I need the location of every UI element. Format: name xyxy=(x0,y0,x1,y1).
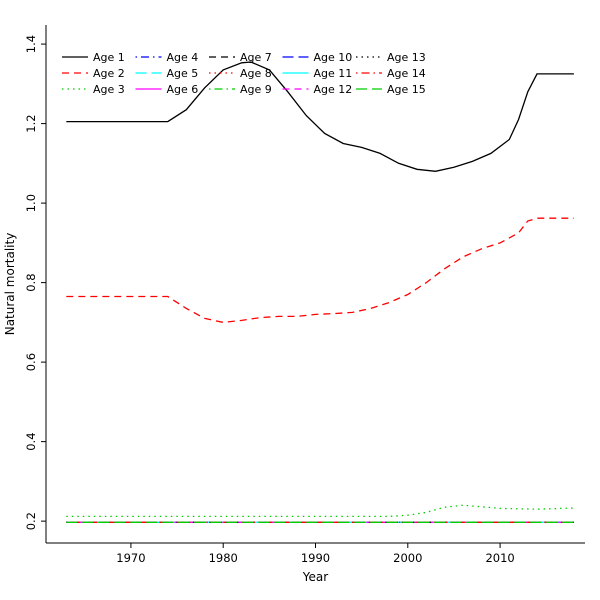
legend-label: Age 11 xyxy=(314,67,353,80)
legend-label: Age 7 xyxy=(240,51,272,64)
series-line-age-1 xyxy=(66,61,574,172)
legend-label: Age 6 xyxy=(167,83,199,96)
legend-label: Age 2 xyxy=(93,67,125,80)
x-tick-label: 2010 xyxy=(485,551,514,565)
series-line-age-2 xyxy=(66,217,574,324)
y-axis-title: Natural mortality xyxy=(3,233,17,336)
x-tick-label: 1980 xyxy=(209,551,238,565)
y-tick-label: 0.2 xyxy=(24,512,38,530)
y-tick-label: 0.4 xyxy=(24,432,38,450)
legend-entry: Age 12 xyxy=(282,83,353,96)
legend: Age 1 Age 2 Age 3 Age 4 Age 5 Age 6 Age 7 Age 8… xyxy=(62,51,426,96)
legend-entry: Age 1 xyxy=(62,51,125,64)
legend-entry: Age 8 xyxy=(209,67,272,80)
y-tick-label: 0.6 xyxy=(24,353,38,371)
legend-entry: Age 5 xyxy=(135,67,199,80)
legend-entry: Age 9 xyxy=(209,83,272,96)
legend-entry: Age 2 xyxy=(62,67,125,80)
legend-entry: Age 10 xyxy=(282,51,353,64)
legend-label: Age 14 xyxy=(387,67,426,80)
legend-label: Age 3 xyxy=(93,83,125,96)
legend-label: Age 5 xyxy=(167,67,199,80)
legend-entry: Age 7 xyxy=(209,51,272,64)
legend-label: Age 15 xyxy=(387,83,426,96)
y-tick-label: 1.4 xyxy=(24,35,38,53)
legend-entry: Age 14 xyxy=(356,67,426,80)
legend-entry: Age 3 xyxy=(62,83,125,96)
x-axis-title: Year xyxy=(302,570,328,584)
legend-entry: Age 6 xyxy=(135,83,199,96)
x-tick-label: 1970 xyxy=(116,551,145,565)
legend-label: Age 10 xyxy=(314,51,353,64)
legend-entry: Age 4 xyxy=(135,51,199,64)
legend-entry: Age 15 xyxy=(356,83,426,96)
legend-entry: Age 11 xyxy=(282,67,353,80)
y-tick-label: 0.8 xyxy=(24,273,38,291)
legend-label: Age 4 xyxy=(167,51,199,64)
y-tick-label: 1.2 xyxy=(24,114,38,132)
x-tick-label: 1990 xyxy=(301,551,330,565)
legend-label: Age 1 xyxy=(93,51,125,64)
legend-label: Age 12 xyxy=(314,83,353,96)
legend-entry: Age 13 xyxy=(356,51,426,64)
y-tick-label: 1.0 xyxy=(24,194,38,212)
series-line-age-3 xyxy=(66,504,574,518)
legend-label: Age 8 xyxy=(240,67,272,80)
x-tick-label: 2000 xyxy=(393,551,422,565)
legend-label: Age 13 xyxy=(387,51,426,64)
legend-label: Age 9 xyxy=(240,83,272,96)
